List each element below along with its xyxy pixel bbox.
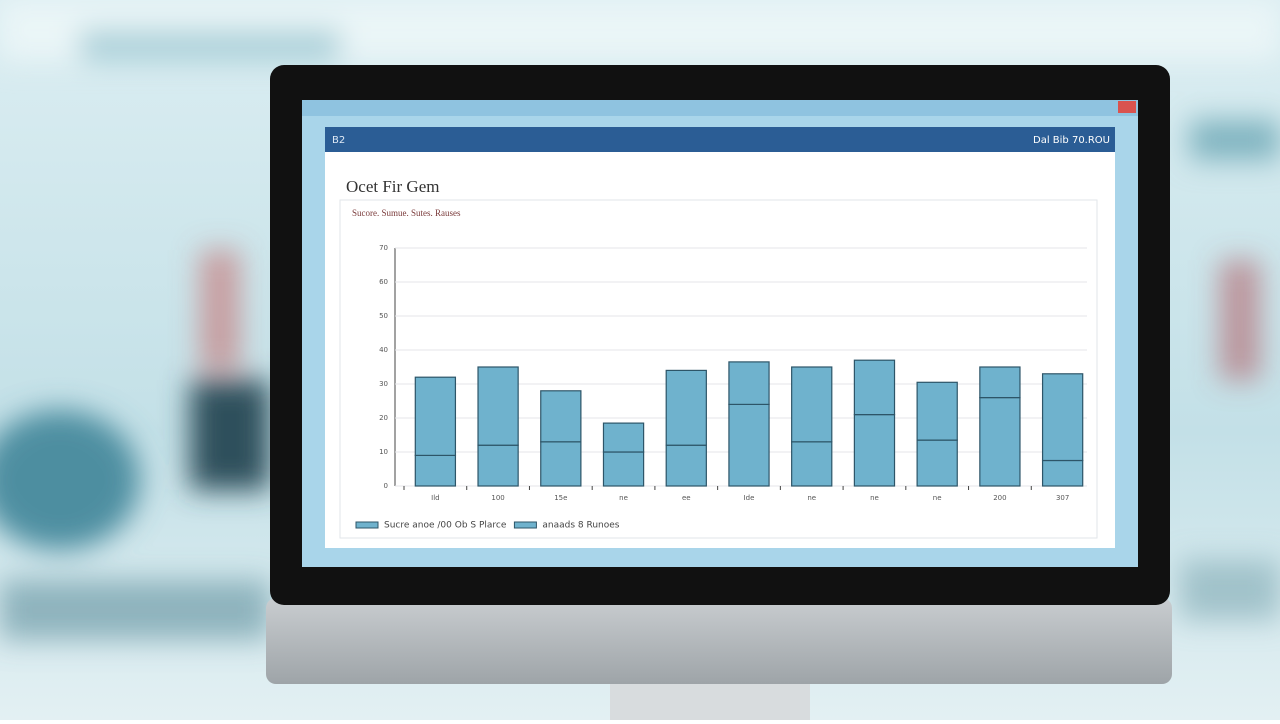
x-tick-label: ne — [619, 494, 628, 502]
window-titlebar — [302, 100, 1138, 116]
y-tick-label: 20 — [379, 414, 388, 422]
bar-segment — [853, 359, 896, 416]
bar-segment — [414, 376, 457, 457]
bar-segment — [979, 397, 1021, 487]
legend-swatch — [513, 521, 537, 529]
bar-segment — [477, 444, 519, 487]
bar-segment — [916, 439, 958, 487]
monitor-chin — [266, 598, 1172, 684]
bar-segment — [728, 361, 770, 405]
close-button[interactable] — [1118, 101, 1136, 113]
x-tick-label: ne — [933, 494, 942, 502]
bar-segment — [916, 381, 958, 441]
bar-segment — [791, 366, 833, 443]
bar-segment — [414, 454, 457, 487]
toolbar-right: Dal Bib 70.ROU — [1033, 135, 1110, 146]
bar-segment — [540, 441, 582, 487]
x-tick-label: 100 — [491, 494, 504, 502]
x-tick-label: ee — [682, 494, 691, 502]
bar-segment — [1041, 373, 1084, 462]
blurred-room — [0, 0, 1280, 640]
toolbar-left: B2 — [332, 135, 345, 146]
legend-label: Sucre anoe /00 Ob S Plarce — [384, 521, 507, 531]
bar-segment — [477, 366, 519, 446]
bar-segment — [665, 369, 707, 446]
legend-label: anaads 8 Runoes — [542, 521, 619, 531]
bar-segment — [791, 441, 833, 487]
bar-segment — [602, 422, 645, 453]
bar-segment — [979, 366, 1021, 399]
bar-segment — [853, 414, 896, 487]
toolbar — [325, 127, 1115, 152]
subtitle: Sucore. Sumue. Sutes. Rauses — [352, 208, 461, 218]
y-tick-label: 40 — [379, 346, 388, 354]
bar-segment — [602, 451, 645, 487]
y-tick-label: 50 — [379, 312, 388, 320]
x-tick-label: 307 — [1056, 494, 1069, 502]
y-tick-label: 0 — [384, 482, 388, 490]
chart-panel — [339, 199, 1098, 539]
chart-title: Ocet Fir Gem — [346, 177, 439, 196]
y-tick-label: 10 — [379, 448, 388, 456]
x-tick-label: Ild — [431, 494, 439, 502]
x-tick-label: Ide — [744, 494, 755, 502]
bar-segment — [1041, 459, 1084, 487]
y-tick-label: 70 — [379, 244, 388, 252]
x-tick-label: ne — [870, 494, 879, 502]
y-tick-label: 60 — [379, 278, 388, 286]
bar-segment — [728, 403, 770, 487]
bar-segment — [540, 390, 582, 443]
x-tick-label: 200 — [993, 494, 1006, 502]
legend-swatch — [355, 521, 379, 529]
y-tick-label: 30 — [379, 380, 388, 388]
x-tick-label: ne — [807, 494, 816, 502]
x-tick-label: 15e — [554, 494, 567, 502]
bar-segment — [665, 444, 707, 487]
